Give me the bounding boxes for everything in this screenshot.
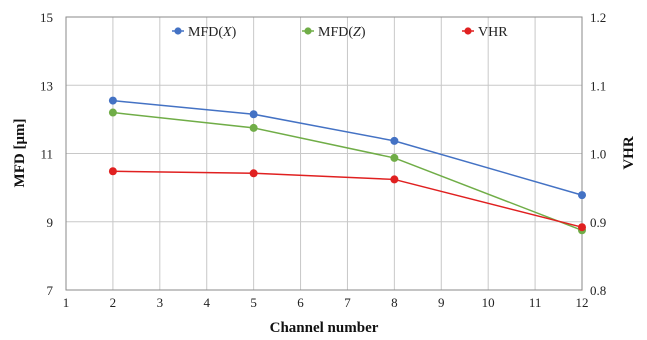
legend-label: MFD(Z) bbox=[318, 25, 366, 40]
y-tick-label: 11 bbox=[40, 147, 53, 162]
data-point bbox=[578, 191, 586, 200]
y2-tick-label: 0.8 bbox=[590, 283, 606, 298]
x-tick-label: 6 bbox=[297, 295, 304, 310]
data-point bbox=[108, 167, 117, 176]
x-tick-label: 5 bbox=[250, 295, 257, 310]
data-point bbox=[390, 153, 399, 162]
x-axis-title: Channel number bbox=[270, 320, 379, 336]
x-tick-label: 12 bbox=[576, 295, 589, 310]
data-point bbox=[390, 175, 399, 184]
data-point bbox=[108, 96, 117, 105]
y2-tick-label: 0.9 bbox=[590, 215, 606, 230]
legend: MFD(X) MFD(Z) VHR bbox=[172, 25, 508, 40]
legend-label: VHR bbox=[478, 25, 508, 40]
y2-tick-label: 1.1 bbox=[590, 78, 606, 93]
series-vhr bbox=[108, 167, 586, 232]
x-tick-label: 11 bbox=[529, 295, 542, 310]
series bbox=[108, 96, 586, 235]
data-point bbox=[578, 223, 586, 232]
legend-label: MFD(X) bbox=[188, 25, 237, 40]
x-tick-label: 1 bbox=[63, 295, 70, 310]
series-line bbox=[112, 170, 583, 228]
gridlines bbox=[66, 17, 582, 290]
data-point bbox=[249, 169, 258, 178]
x-tick-label: 8 bbox=[391, 295, 398, 310]
y-axis-title-right: VHR bbox=[621, 136, 637, 170]
legend-swatch-marker bbox=[464, 27, 472, 35]
legend-swatch-marker bbox=[304, 27, 312, 35]
x-tick-label: 10 bbox=[482, 295, 495, 310]
y2-tick-label: 1.2 bbox=[590, 10, 606, 25]
y-axis-title-left: MFD [μm] bbox=[12, 119, 28, 188]
y-tick-label: 13 bbox=[40, 78, 53, 93]
legend-item: MFD(Z) bbox=[302, 25, 366, 40]
series-line bbox=[112, 111, 583, 231]
plot-area-frame bbox=[65, 16, 583, 291]
x-tick-label: 4 bbox=[203, 295, 210, 310]
y-tick-label: 7 bbox=[47, 283, 54, 298]
data-point bbox=[249, 123, 258, 132]
y-tick-label: 15 bbox=[40, 10, 53, 25]
legend-item: MFD(X) bbox=[172, 25, 237, 40]
data-point bbox=[249, 110, 258, 119]
x-tick-label: 3 bbox=[157, 295, 164, 310]
data-point bbox=[108, 108, 117, 117]
series-mfd-x bbox=[108, 96, 586, 200]
y-tick-label: 9 bbox=[47, 215, 54, 230]
data-point bbox=[390, 136, 399, 145]
y2-tick-label: 1.0 bbox=[590, 147, 606, 162]
x-tick-label: 7 bbox=[344, 295, 351, 310]
legend-swatch-marker bbox=[174, 27, 182, 35]
series-line bbox=[112, 99, 583, 196]
x-tick-label: 9 bbox=[438, 295, 445, 310]
legend-item: VHR bbox=[462, 25, 508, 40]
x-tick-label: 2 bbox=[110, 295, 117, 310]
